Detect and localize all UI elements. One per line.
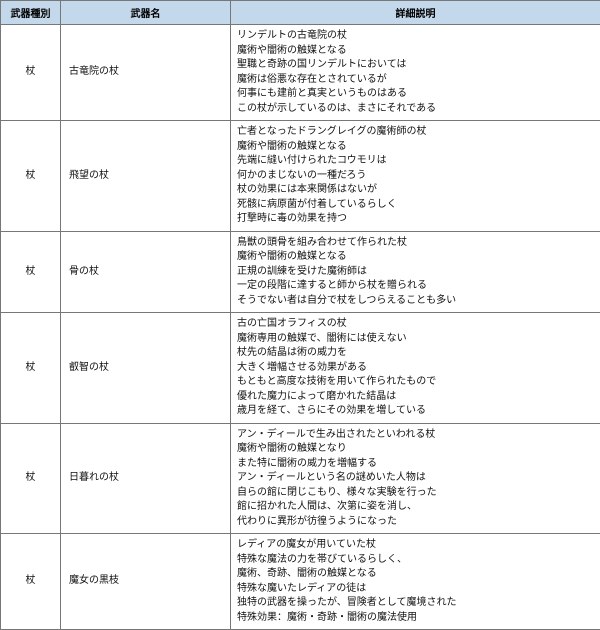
desc-line: この杖が示しているのは、まさにそれである bbox=[237, 102, 594, 117]
desc-line: 魔術や闇術の触媒となり bbox=[237, 442, 594, 457]
desc-line: 魔術、奇跡、闇術の触媒となる bbox=[237, 567, 594, 582]
header-row: 武器種別 武器名 詳細説明 bbox=[1, 1, 600, 25]
desc-line: 特殊な魔いたレディアの徒は bbox=[237, 582, 594, 597]
desc-line: アン・ディールという名の謎めいた人物は bbox=[237, 471, 594, 486]
cell-weapon-desc: リンデルトの古竜院の杖魔術や闇術の触媒となる聖職と奇跡の国リンデルトにおいては魔… bbox=[231, 25, 600, 121]
cell-weapon-type: 杖 bbox=[1, 121, 61, 232]
desc-line: 先端に縫い付けられたコウモリは bbox=[237, 154, 594, 169]
desc-line: 大きく増幅させる効果がある bbox=[237, 361, 594, 376]
desc-line: 特殊効果：魔術・奇跡・闇術の魔法使用 bbox=[237, 611, 594, 626]
table-row: 杖骨の杖鳥獣の頭骨を組み合わせて作られた杖魔術や闇術の触媒となる正規の訓練を受け… bbox=[1, 231, 600, 313]
table-row: 杖魔女の黒枝レディアの魔女が用いていた杖特殊な魔法の力を帯びているらしく、魔術、… bbox=[1, 534, 600, 630]
cell-weapon-name: 叡智の杖 bbox=[61, 313, 231, 424]
desc-line: 魔術専用の触媒で、闇術には使えない bbox=[237, 332, 594, 347]
desc-line: そうでない者は自分で杖をしつらえることも多い bbox=[237, 294, 594, 309]
cell-weapon-desc: レディアの魔女が用いていた杖特殊な魔法の力を帯びているらしく、魔術、奇跡、闇術の… bbox=[231, 534, 600, 630]
desc-line: 鳥獣の頭骨を組み合わせて作られた杖 bbox=[237, 236, 594, 251]
desc-line: 独特の武器を操ったが、冒険者として魔境された bbox=[237, 596, 594, 611]
desc-line: 何事にも建前と真実というものはある bbox=[237, 87, 594, 102]
cell-weapon-desc: アン・ディールで生み出されたといわれる杖魔術や闇術の触媒となりまた特に闇術の威力… bbox=[231, 423, 600, 534]
desc-line: レディアの魔女が用いていた杖 bbox=[237, 538, 594, 553]
table-row: 杖古竜院の杖リンデルトの古竜院の杖魔術や闇術の触媒となる聖職と奇跡の国リンデルト… bbox=[1, 25, 600, 121]
desc-line: 一定の段階に達すると師から杖を贈られる bbox=[237, 279, 594, 294]
cell-weapon-desc: 古の亡国オラフィスの杖魔術専用の触媒で、闇術には使えない杖先の結晶は術の威力を大… bbox=[231, 313, 600, 424]
desc-line: 魔術や闇術の触媒となる bbox=[237, 44, 594, 59]
desc-line: 打撃時に毒の効果を持つ bbox=[237, 212, 594, 227]
table-row: 杖日暮れの杖アン・ディールで生み出されたといわれる杖魔術や闇術の触媒となりまた特… bbox=[1, 423, 600, 534]
desc-line: 特殊な魔法の力を帯びているらしく、 bbox=[237, 553, 594, 568]
desc-line: 杖の効果には本来関係はないが bbox=[237, 183, 594, 198]
header-name: 武器名 bbox=[61, 1, 231, 25]
desc-line: もともと高度な技術を用いて作られたもので bbox=[237, 375, 594, 390]
weapon-table: 武器種別 武器名 詳細説明 杖古竜院の杖リンデルトの古竜院の杖魔術や闇術の触媒と… bbox=[0, 0, 600, 630]
cell-weapon-desc: 亡者となったドラングレイグの魔術師の杖魔術や闇術の触媒となる先端に縫い付けられた… bbox=[231, 121, 600, 232]
desc-line: 聖職と奇跡の国リンデルトにおいては bbox=[237, 58, 594, 73]
cell-weapon-name: 古竜院の杖 bbox=[61, 25, 231, 121]
desc-line: 杖先の結晶は術の威力を bbox=[237, 346, 594, 361]
desc-line: 自らの館に閉じこもり、様々な実験を行った bbox=[237, 486, 594, 501]
desc-line: 何かのまじないの一種だろう bbox=[237, 169, 594, 184]
desc-line: 優れた魔力によって磨かれた結晶は bbox=[237, 390, 594, 405]
cell-weapon-type: 杖 bbox=[1, 25, 61, 121]
desc-line: 死骸に病原菌が付着しているらしく bbox=[237, 198, 594, 213]
cell-weapon-name: 骨の杖 bbox=[61, 231, 231, 313]
table-row: 杖飛望の杖亡者となったドラングレイグの魔術師の杖魔術や闇術の触媒となる先端に縫い… bbox=[1, 121, 600, 232]
cell-weapon-name: 飛望の杖 bbox=[61, 121, 231, 232]
desc-line: 歳月を経て、さらにその効果を増している bbox=[237, 404, 594, 419]
desc-line: リンデルトの古竜院の杖 bbox=[237, 29, 594, 44]
cell-weapon-type: 杖 bbox=[1, 423, 61, 534]
cell-weapon-type: 杖 bbox=[1, 534, 61, 630]
header-type: 武器種別 bbox=[1, 1, 61, 25]
desc-line: 亡者となったドラングレイグの魔術師の杖 bbox=[237, 125, 594, 140]
cell-weapon-type: 杖 bbox=[1, 231, 61, 313]
cell-weapon-desc: 鳥獣の頭骨を組み合わせて作られた杖魔術や闇術の触媒となる正規の訓練を受けた魔術師… bbox=[231, 231, 600, 313]
cell-weapon-type: 杖 bbox=[1, 313, 61, 424]
desc-line: 魔術や闇術の触媒となる bbox=[237, 140, 594, 155]
desc-line: 正規の訓練を受けた魔術師は bbox=[237, 265, 594, 280]
header-desc: 詳細説明 bbox=[231, 1, 600, 25]
desc-line: アン・ディールで生み出されたといわれる杖 bbox=[237, 428, 594, 443]
cell-weapon-name: 日暮れの杖 bbox=[61, 423, 231, 534]
table-row: 杖叡智の杖古の亡国オラフィスの杖魔術専用の触媒で、闇術には使えない杖先の結晶は術… bbox=[1, 313, 600, 424]
desc-line: また特に闇術の威力を増幅する bbox=[237, 457, 594, 472]
desc-line: 魔術は俗悪な存在とされているが bbox=[237, 73, 594, 88]
desc-line: 魔術や闇術の触媒となる bbox=[237, 250, 594, 265]
cell-weapon-name: 魔女の黒枝 bbox=[61, 534, 231, 630]
desc-line: 館に招かれた人間は、次第に姿を消し、 bbox=[237, 500, 594, 515]
desc-line: 代わりに異形が彷徨うようになった bbox=[237, 515, 594, 530]
desc-line: 古の亡国オラフィスの杖 bbox=[237, 317, 594, 332]
